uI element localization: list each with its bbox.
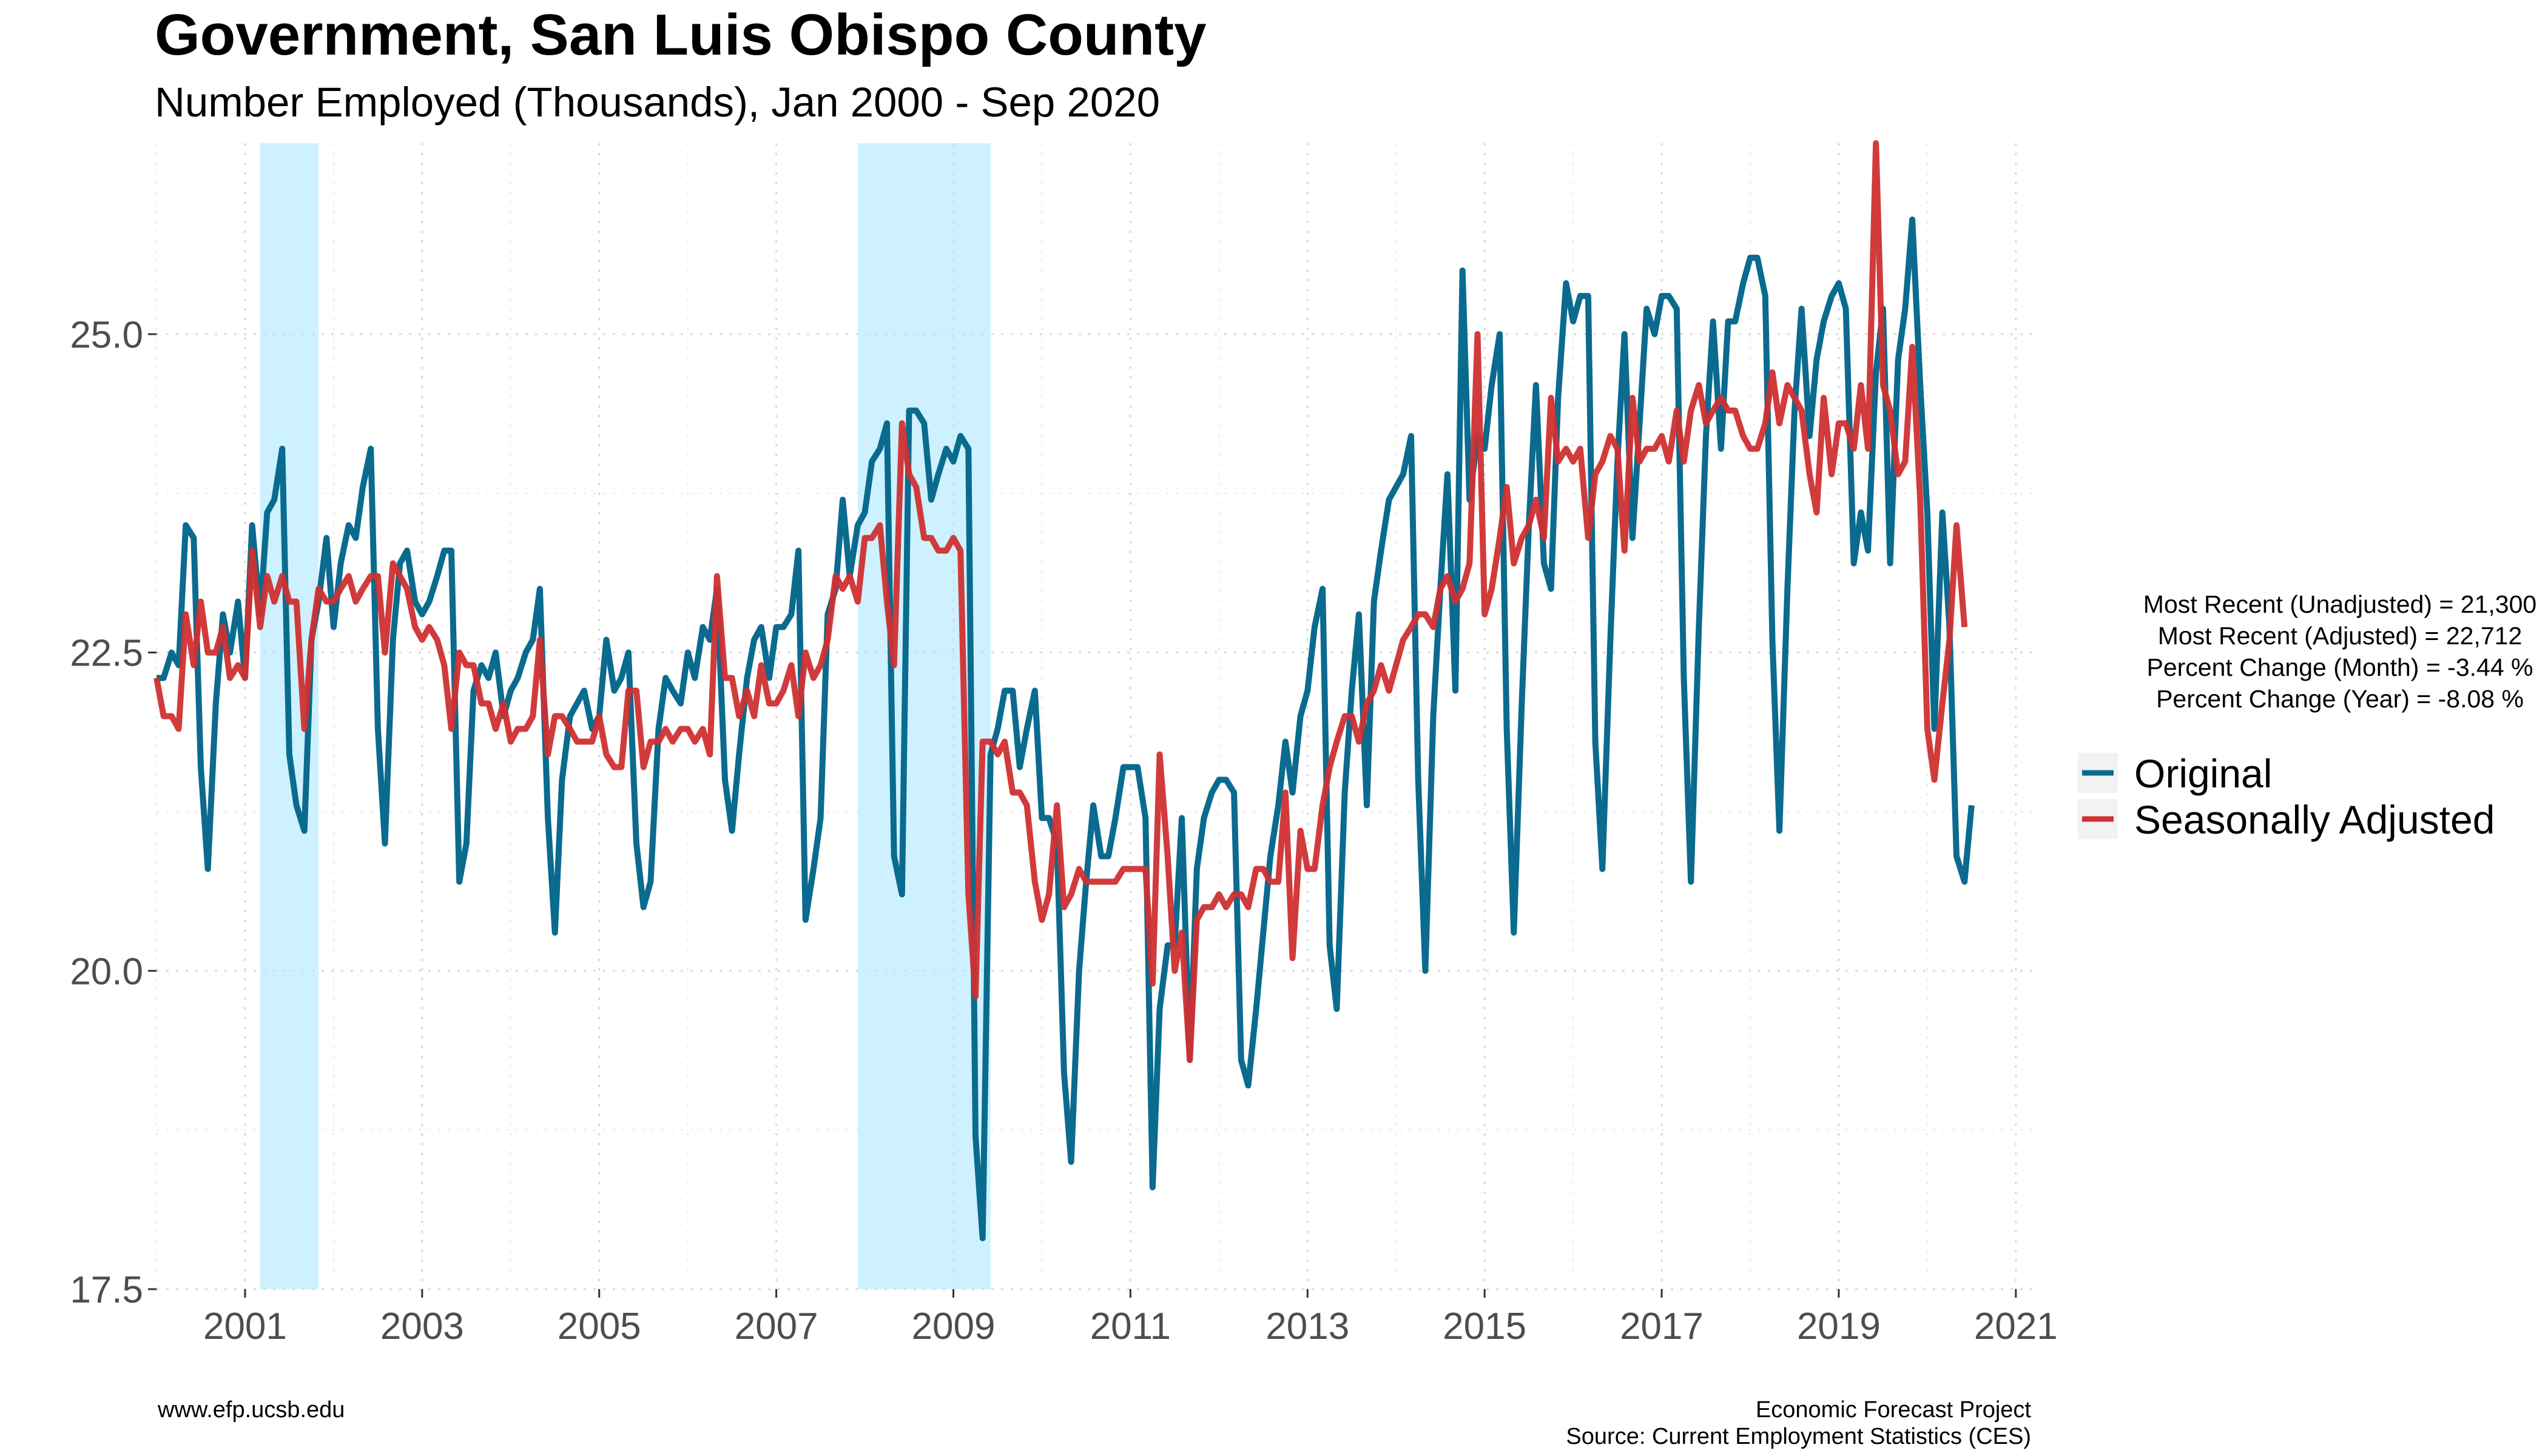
footer-website: www.efp.ucsb.edu — [157, 1397, 345, 1423]
footer-source: Source: Current Employment Statistics (C… — [1566, 1424, 2031, 1449]
x-tick-label: 2003 — [380, 1306, 464, 1347]
stat-most-recent-unadjusted: Most Recent (Unadjusted) = 21,300 — [2143, 590, 2536, 618]
footer-project: Economic Forecast Project — [1756, 1397, 2031, 1423]
series-line-original — [157, 216, 1975, 1241]
y-tick-label: 20.0 — [70, 951, 143, 993]
y-tick-label: 25.0 — [70, 314, 143, 356]
stat-percent-change-month: Percent Change (Month) = -3.44 % — [2147, 653, 2533, 681]
x-tick-label: 2009 — [912, 1306, 996, 1347]
x-axis: 2001 2003 2005 2007 2009 2011 2013 2015 2017 2019… — [203, 1289, 2058, 1347]
y-tick-label: 22.5 — [70, 633, 143, 675]
x-tick-label: 2005 — [558, 1306, 641, 1347]
x-tick-label: 2015 — [1443, 1306, 1526, 1347]
series-line-seasonally-adjusted — [153, 140, 1968, 1063]
stat-most-recent-adjusted: Most Recent (Adjusted) = 22,712 — [2158, 622, 2523, 650]
x-tick-label: 2017 — [1620, 1306, 1704, 1347]
x-tick-label: 2021 — [1974, 1306, 2058, 1347]
legend: Original Seasonally Adjusted — [2078, 751, 2495, 842]
legend-label-original: Original — [2134, 751, 2272, 796]
chart-title: Government, San Luis Obispo County — [155, 2, 1206, 67]
x-tick-label: 2007 — [735, 1306, 818, 1347]
x-tick-label: 2001 — [203, 1306, 287, 1347]
grid-lines — [156, 143, 2034, 1290]
stat-percent-change-year: Percent Change (Year) = -8.08 % — [2156, 685, 2524, 713]
legend-label-seasonally-adjusted: Seasonally Adjusted — [2134, 797, 2495, 842]
y-tick-label: 17.5 — [70, 1269, 143, 1311]
x-tick-label: 2019 — [1797, 1306, 1881, 1347]
chart-subtitle: Number Employed (Thousands), Jan 2000 - … — [155, 79, 1160, 126]
y-axis: 17.5 20.0 22.5 25.0 — [70, 314, 157, 1311]
x-tick-label: 2011 — [1090, 1306, 1171, 1347]
summary-stats: Most Recent (Unadjusted) = 21,300 Most R… — [2143, 590, 2536, 713]
series-lines — [153, 140, 1975, 1241]
x-tick-label: 2013 — [1266, 1306, 1349, 1347]
